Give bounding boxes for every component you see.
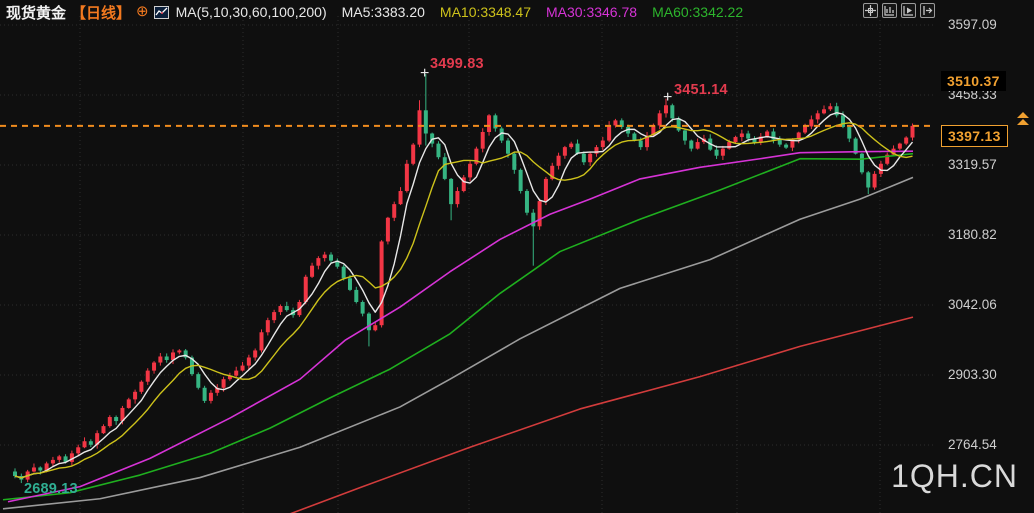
swing-high-annotation: 3451.14 bbox=[674, 82, 728, 98]
mini-chart-icon bbox=[153, 5, 169, 19]
kline-zoom-button[interactable] bbox=[882, 3, 897, 18]
kline-playback-button[interactable] bbox=[901, 3, 916, 18]
peak-cross-marker: + bbox=[663, 89, 673, 106]
y-axis-label: 2903.30 bbox=[948, 366, 997, 382]
peak-cross-marker: + bbox=[420, 65, 430, 82]
swing-low-annotation: 2689.13 bbox=[24, 481, 78, 497]
chart-header: 现货黄金 【日线】 ⊕ MA(5,10,30,60,100,200) MA5:3… bbox=[6, 2, 743, 22]
y-axis-label: 3042.06 bbox=[948, 296, 997, 312]
period-label[interactable]: 【日线】 bbox=[71, 4, 132, 22]
ma60-value: MA60:3342.22 bbox=[652, 4, 744, 20]
y-axis-label: 3597.09 bbox=[948, 17, 997, 32]
y-axis-label: 2764.54 bbox=[948, 437, 997, 452]
site-watermark: 1QH.CN bbox=[891, 458, 1018, 494]
crosshair-button[interactable] bbox=[863, 3, 878, 18]
add-indicator-icon[interactable]: ⊕ bbox=[136, 3, 149, 20]
high-price-box: 3510.37 bbox=[941, 71, 1006, 91]
ma30-value: MA30:3346.78 bbox=[545, 4, 638, 20]
ma5-value: MA5:3383.20 bbox=[341, 4, 425, 20]
y-axis-label: 3180.82 bbox=[948, 226, 997, 242]
symbol-title: 现货黄金 bbox=[6, 4, 67, 22]
ma10-value: MA10:3348.47 bbox=[439, 4, 531, 20]
chart-toolbar bbox=[863, 3, 935, 18]
kline-shift-button[interactable] bbox=[920, 3, 935, 18]
swing-high-annotation: 3499.83 bbox=[430, 56, 484, 72]
price-up-arrows-icon bbox=[1016, 112, 1030, 126]
y-axis-label: 3319.57 bbox=[948, 157, 997, 172]
last-price-box: 3397.13 bbox=[941, 125, 1008, 147]
ma-config-label: MA(5,10,30,60,100,200) bbox=[175, 4, 327, 20]
